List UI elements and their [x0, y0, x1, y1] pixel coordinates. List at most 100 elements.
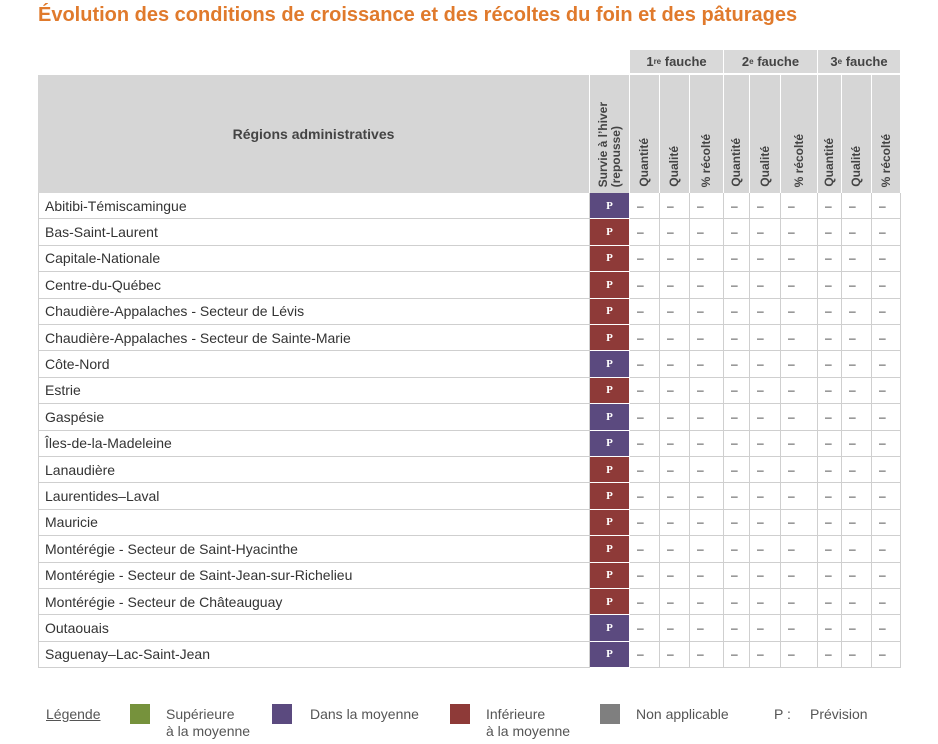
- data-cell: –: [690, 272, 724, 299]
- data-cell: –: [842, 377, 872, 405]
- data-cell: –: [842, 272, 872, 299]
- data-cell: –: [690, 536, 724, 563]
- column-header-text: Qualité: [667, 146, 681, 187]
- data-cell: –: [818, 589, 842, 616]
- data-cell: –: [630, 404, 660, 431]
- data-cell: –: [690, 404, 724, 431]
- survival-status: P: [590, 298, 630, 325]
- data-cell: –: [750, 641, 781, 669]
- legend-label-line: à la moyenne: [166, 723, 251, 739]
- region-header: Régions administratives: [38, 75, 590, 193]
- data-cell: –: [724, 536, 750, 563]
- data-cell: –: [660, 430, 690, 457]
- region-name: Côte-Nord: [38, 351, 590, 378]
- data-cell: –: [750, 193, 781, 220]
- data-cell: –: [724, 298, 750, 325]
- column-header: Qualité: [660, 75, 690, 193]
- data-cell: –: [660, 641, 690, 669]
- column-header: % récolté: [781, 75, 818, 193]
- legend-label: Dans la moyenne: [310, 706, 419, 723]
- data-cell: –: [690, 589, 724, 616]
- data-cell: –: [724, 325, 750, 352]
- data-cell: –: [872, 298, 901, 325]
- data-cell: –: [781, 562, 818, 589]
- survival-status: P: [590, 483, 630, 510]
- data-cell: –: [630, 641, 660, 669]
- data-cell: –: [842, 536, 872, 563]
- survival-status: P: [590, 404, 630, 431]
- region-name: Laurentides–Laval: [38, 483, 590, 510]
- data-cell: –: [660, 351, 690, 378]
- region-name: Outaouais: [38, 615, 590, 642]
- column-header-text: Quantité: [729, 138, 743, 187]
- data-cell: –: [690, 245, 724, 273]
- data-cell: –: [842, 193, 872, 220]
- data-cell: –: [660, 457, 690, 484]
- data-cell: –: [781, 536, 818, 563]
- data-cell: –: [724, 509, 750, 537]
- data-cell: –: [750, 562, 781, 589]
- data-cell: –: [842, 245, 872, 273]
- data-cell: –: [660, 377, 690, 405]
- data-cell: –: [818, 298, 842, 325]
- data-cell: –: [630, 272, 660, 299]
- title: Évolution des conditions de croissance e…: [38, 4, 798, 26]
- column-header: Qualité: [842, 75, 872, 193]
- data-cell: –: [842, 430, 872, 457]
- data-cell: –: [872, 641, 901, 669]
- data-cell: –: [660, 509, 690, 537]
- survival-status: P: [590, 430, 630, 457]
- data-cell: –: [724, 377, 750, 405]
- column-header: % récolté: [690, 75, 724, 193]
- data-cell: –: [690, 325, 724, 352]
- data-cell: –: [690, 193, 724, 220]
- data-cell: –: [690, 298, 724, 325]
- data-cell: –: [660, 562, 690, 589]
- data-cell: –: [818, 245, 842, 273]
- data-cell: –: [818, 272, 842, 299]
- legend-swatch: [450, 704, 470, 724]
- column-header-text: Quantité: [637, 138, 651, 187]
- data-cell: –: [872, 351, 901, 378]
- data-cell: –: [630, 509, 660, 537]
- data-cell: –: [872, 245, 901, 273]
- data-cell: –: [660, 272, 690, 299]
- data-cell: –: [872, 483, 901, 510]
- data-cell: –: [781, 589, 818, 616]
- data-cell: –: [842, 404, 872, 431]
- group-suffix: e: [749, 57, 754, 66]
- column-header-text: % récolté: [878, 133, 893, 187]
- data-cell: –: [660, 483, 690, 510]
- column-header-text: Qualité: [849, 146, 863, 187]
- data-cell: –: [630, 351, 660, 378]
- legend-label-line: Non applicable: [636, 706, 729, 722]
- data-cell: –: [872, 509, 901, 537]
- data-cell: –: [872, 219, 901, 246]
- column-header: Quantité: [630, 75, 660, 193]
- data-cell: –: [781, 457, 818, 484]
- group-header: 1 re fauche: [630, 50, 724, 73]
- region-name: Chaudière-Appalaches - Secteur de Lévis: [38, 298, 590, 325]
- data-cell: –: [630, 536, 660, 563]
- data-cell: –: [690, 457, 724, 484]
- group-label: fauche: [845, 54, 888, 69]
- legend-swatch: [272, 704, 292, 724]
- legend-swatch: [130, 704, 150, 724]
- data-cell: –: [660, 615, 690, 642]
- survival-status: P: [590, 219, 630, 246]
- data-cell: –: [842, 351, 872, 378]
- data-cell: –: [630, 245, 660, 273]
- group-suffix: re: [653, 57, 662, 66]
- survival-status: P: [590, 325, 630, 352]
- data-cell: –: [630, 193, 660, 220]
- data-cell: –: [781, 404, 818, 431]
- data-cell: –: [690, 509, 724, 537]
- data-cell: –: [750, 377, 781, 405]
- data-cell: –: [750, 298, 781, 325]
- column-header: Quantité: [818, 75, 842, 193]
- data-cell: –: [660, 193, 690, 220]
- data-cell: –: [724, 404, 750, 431]
- legend-label-line: Supérieure: [166, 706, 235, 722]
